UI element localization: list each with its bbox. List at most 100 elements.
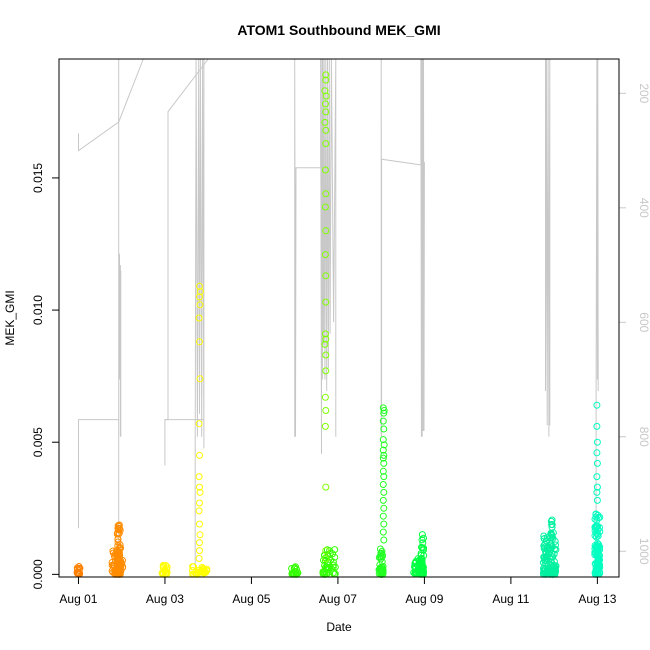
x-tick-label: Aug 11 xyxy=(492,592,529,606)
data-point xyxy=(380,488,388,496)
data-point xyxy=(548,516,556,524)
data-point xyxy=(322,190,330,198)
data-point xyxy=(593,438,601,446)
data-point xyxy=(196,531,204,539)
data-point xyxy=(418,531,426,539)
data-point xyxy=(322,335,330,343)
data-point xyxy=(115,549,123,557)
y2-tick-label: 800 xyxy=(637,427,650,447)
data-point xyxy=(331,563,339,571)
data-point xyxy=(329,550,337,558)
data-point xyxy=(321,203,329,211)
data-point xyxy=(322,547,330,555)
data-point xyxy=(593,459,601,467)
data-point xyxy=(196,488,204,496)
data-point xyxy=(419,539,427,547)
data-point xyxy=(417,569,425,577)
y-axis-label: MEK_GMI xyxy=(3,290,17,345)
data-point xyxy=(196,547,203,555)
data-point xyxy=(114,562,122,570)
data-point xyxy=(380,409,388,417)
data-point xyxy=(418,536,426,544)
data-point xyxy=(196,301,204,309)
trace-lines xyxy=(78,58,599,577)
data-point xyxy=(115,521,123,529)
data-point xyxy=(593,550,601,558)
data-point xyxy=(548,553,556,561)
data-point xyxy=(159,564,167,572)
data-point xyxy=(322,126,330,134)
data-point xyxy=(595,560,603,568)
data-point xyxy=(195,507,203,515)
data-point xyxy=(322,367,330,375)
data-point xyxy=(329,561,337,569)
x-tick-label: Aug 09 xyxy=(405,592,443,606)
x-tick-label: Aug 01 xyxy=(59,592,97,606)
data-point xyxy=(596,513,604,521)
data-point xyxy=(380,441,388,449)
data-point xyxy=(417,551,425,559)
data-point xyxy=(379,417,387,425)
data-point xyxy=(379,496,387,504)
data-point xyxy=(163,568,171,576)
data-point xyxy=(195,555,203,562)
data-point xyxy=(321,251,329,259)
data-point xyxy=(376,561,384,569)
data-point xyxy=(161,566,169,574)
data-point xyxy=(380,536,388,544)
data-point xyxy=(322,298,330,306)
data-point xyxy=(195,473,203,481)
data-point xyxy=(198,568,206,576)
data-point xyxy=(548,521,556,528)
data-point xyxy=(196,483,203,491)
y2-tick-label: 200 xyxy=(637,83,650,103)
data-point xyxy=(593,488,601,496)
data-point xyxy=(593,483,601,491)
trace-line xyxy=(194,58,205,577)
data-point xyxy=(114,535,122,543)
data-point xyxy=(419,566,427,574)
data-point xyxy=(321,118,329,126)
x-axis-label: Date xyxy=(326,620,352,634)
plot-frame xyxy=(58,58,620,578)
trace-line xyxy=(545,58,551,437)
trace-line xyxy=(78,59,120,577)
data-point xyxy=(322,351,330,359)
data-point xyxy=(331,546,339,554)
data-point xyxy=(321,166,329,174)
x-tick-label: Aug 07 xyxy=(319,592,357,606)
data-point xyxy=(322,555,330,562)
data-point xyxy=(418,544,426,552)
data-point xyxy=(196,338,203,346)
data-point xyxy=(196,293,203,301)
data-point xyxy=(377,550,385,557)
data-point xyxy=(196,375,204,383)
data-point xyxy=(380,473,388,481)
y-tick-label: 0.000 xyxy=(31,559,45,589)
data-point xyxy=(379,481,387,488)
data-point xyxy=(195,420,203,428)
data-point xyxy=(196,282,203,290)
data-point xyxy=(322,76,330,84)
data-point xyxy=(418,555,426,562)
trace-line xyxy=(380,58,425,437)
data-point xyxy=(593,401,601,409)
data-point xyxy=(113,547,121,555)
data-point xyxy=(596,564,604,572)
data-point xyxy=(322,108,330,116)
data-point xyxy=(594,522,602,530)
y-tick-label: 0.010 xyxy=(31,295,45,325)
data-point xyxy=(196,499,203,507)
data-point xyxy=(419,563,427,571)
trace-line xyxy=(595,58,599,577)
data-point xyxy=(190,563,197,571)
data-point xyxy=(115,530,123,538)
data-point xyxy=(321,393,329,401)
data-point xyxy=(379,436,387,444)
data-point xyxy=(322,92,330,100)
y-tick-label: 0.015 xyxy=(31,163,45,193)
data-points xyxy=(73,71,604,578)
data-point xyxy=(592,533,600,541)
data-point xyxy=(380,425,388,433)
data-point xyxy=(291,564,299,572)
